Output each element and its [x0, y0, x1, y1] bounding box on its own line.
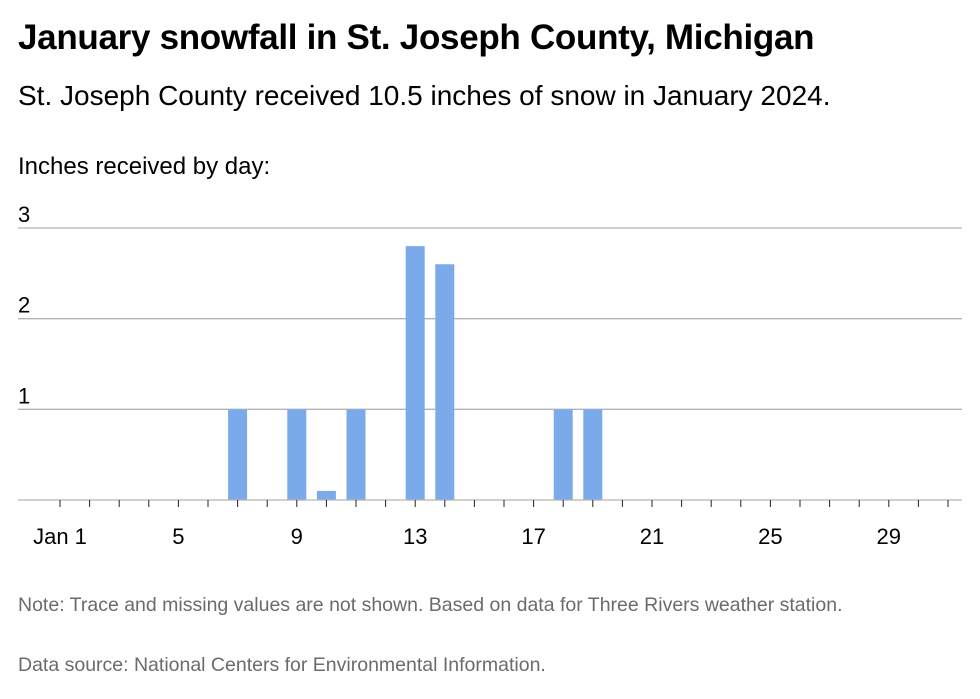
bar	[405, 246, 425, 500]
x-tick-label: 13	[403, 524, 427, 549]
chart-note: Note: Trace and missing values are not s…	[18, 594, 843, 616]
x-tick-label: 17	[521, 524, 545, 549]
y-tick-label: 2	[18, 293, 30, 318]
bar-layer	[228, 246, 603, 500]
bar	[346, 409, 366, 500]
x-tick-label: 29	[877, 524, 901, 549]
snowfall-bar-chart: 1 2 3 Jan 1 5 9 13 17 21 25 29	[18, 202, 962, 549]
bar	[583, 409, 603, 500]
axis-layer: 1 2 3 Jan 1 5 9 13 17 21 25 29	[18, 202, 962, 549]
x-tick-label: Jan 1	[33, 524, 87, 549]
chart-subtitle: St. Joseph County received 10.5 inches o…	[18, 80, 831, 111]
bar	[287, 409, 307, 500]
bar	[435, 264, 455, 500]
data-source: Data source: National Centers for Enviro…	[18, 654, 546, 676]
chart-title: January snowfall in St. Joseph County, M…	[18, 18, 815, 57]
x-tick-label: 5	[172, 524, 184, 549]
bar	[316, 490, 336, 500]
x-tick-label: 21	[640, 524, 664, 549]
y-tick-label: 3	[18, 202, 30, 227]
y-tick-label: 1	[18, 383, 30, 408]
x-tick-label: 25	[758, 524, 782, 549]
bar	[553, 409, 573, 500]
x-tick-label: 9	[291, 524, 303, 549]
y-axis-caption: Inches received by day:	[18, 153, 271, 180]
bar	[228, 409, 248, 500]
grid-layer	[18, 227, 962, 410]
